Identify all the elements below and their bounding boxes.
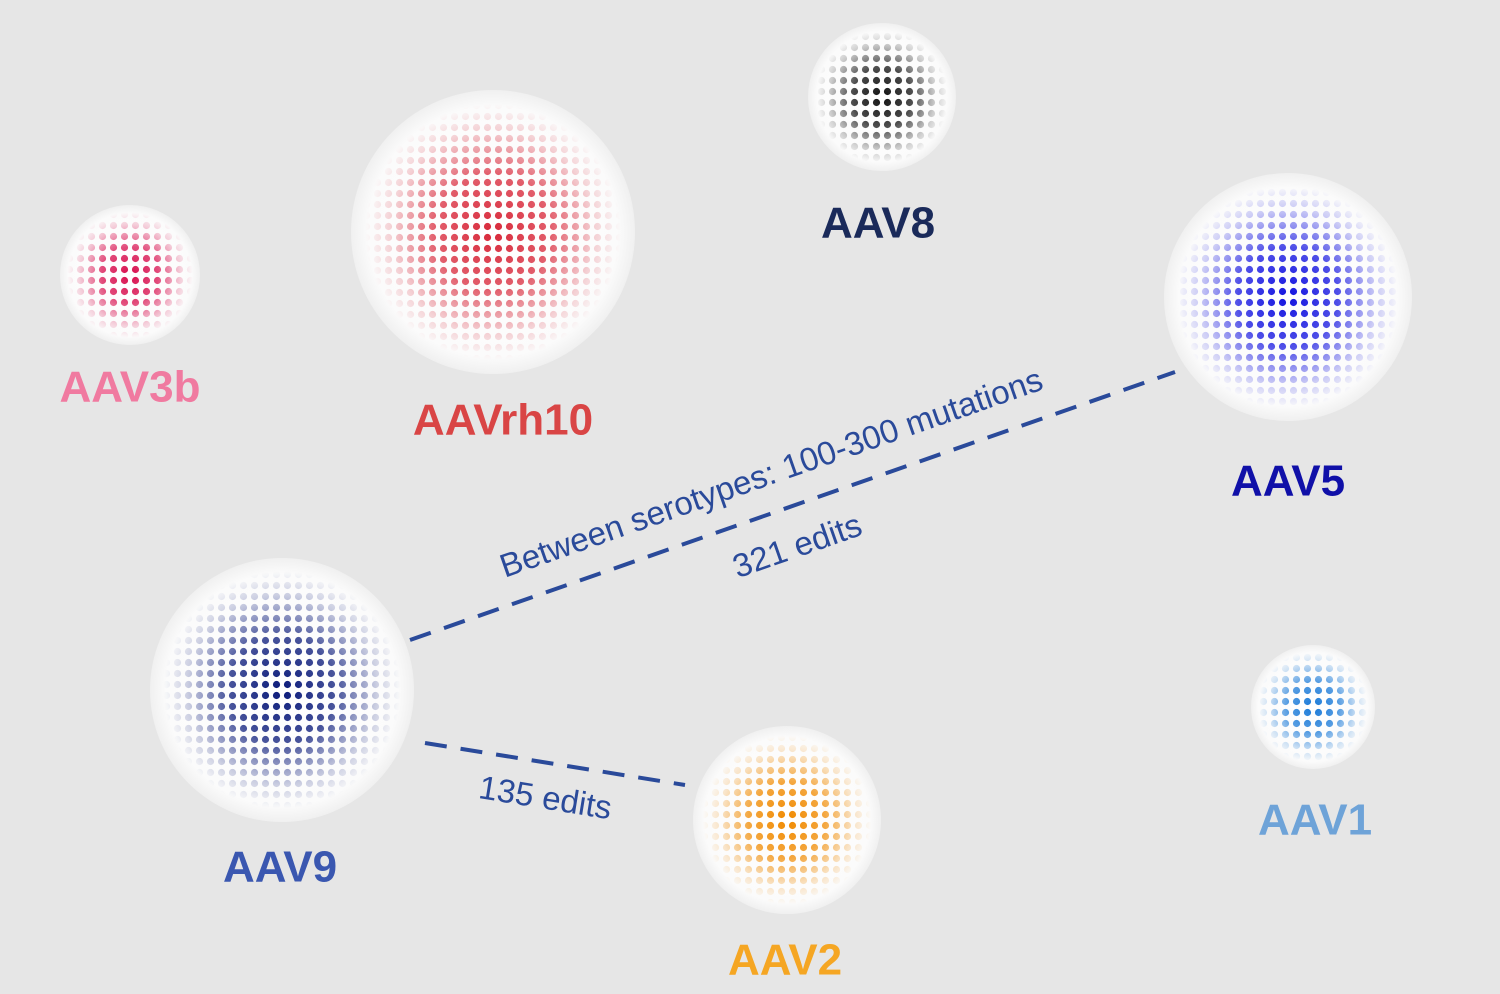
node-halftone bbox=[163, 571, 401, 809]
node-halftone bbox=[365, 104, 621, 360]
node-label: AAV8 bbox=[821, 199, 935, 248]
node: AAVrh10 bbox=[351, 90, 635, 445]
node-halftone bbox=[815, 30, 949, 164]
node: AAV8 bbox=[808, 23, 956, 248]
node-halftone bbox=[1257, 651, 1369, 763]
node: AAV3b bbox=[60, 205, 201, 412]
node-label: AAV5 bbox=[1231, 457, 1345, 506]
nodes: AAV3b AAVrh10 AAV8 AAV5 AAV9 AAV2 AAV1 bbox=[60, 23, 1412, 985]
node-halftone bbox=[1176, 185, 1400, 409]
node-label: AAV2 bbox=[728, 936, 842, 985]
node: AAV2 bbox=[693, 726, 881, 985]
node-label: AAV3b bbox=[60, 363, 201, 412]
node: AAV9 bbox=[150, 558, 414, 892]
node-halftone bbox=[67, 212, 193, 338]
edge-line bbox=[424, 741, 686, 787]
node: AAV5 bbox=[1164, 173, 1412, 506]
node-label: AAVrh10 bbox=[413, 396, 593, 445]
node-label: AAV9 bbox=[223, 843, 337, 892]
node: AAV1 bbox=[1251, 645, 1375, 845]
node-halftone bbox=[702, 735, 872, 905]
node-label: AAV1 bbox=[1258, 796, 1372, 845]
edge-line bbox=[409, 370, 1176, 642]
